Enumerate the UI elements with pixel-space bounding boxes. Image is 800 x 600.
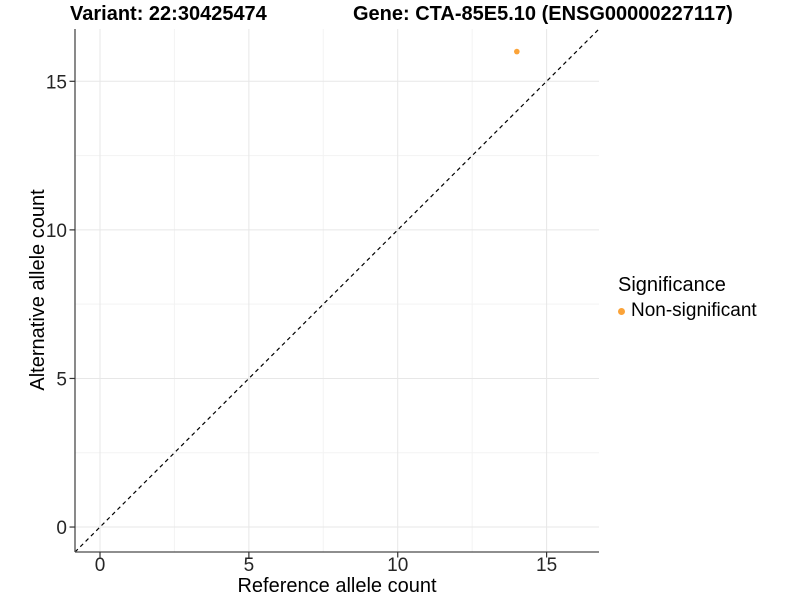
legend: Significance Non-significant [618, 274, 757, 322]
y-tick-label: 0 [56, 518, 67, 539]
y-tick-label: 5 [56, 369, 67, 390]
x-axis-title: Reference allele count [237, 575, 436, 597]
plot-title-gene: Gene: CTA-85E5.10 (ENSG00000227117) [353, 3, 733, 25]
plot-title-variant: Variant: 22:30425474 [70, 3, 267, 25]
legend-title: Significance [618, 274, 726, 296]
identity-reference-line [74, 28, 600, 553]
x-tick-label: 0 [95, 555, 106, 576]
grid-layer [75, 29, 599, 552]
identity-line-layer [74, 28, 600, 553]
x-tick-label: 15 [536, 555, 557, 576]
y-tick-label: 10 [46, 221, 67, 242]
y-axis-title: Alternative allele count [27, 189, 49, 391]
legend-item: Non-significant [618, 300, 757, 322]
data-point [514, 48, 520, 55]
axis-layer: 0 5 10 15 0 5 10 15 [46, 29, 599, 576]
data-point-layer [514, 48, 520, 55]
x-tick-label: 10 [387, 555, 408, 576]
y-tick-label: 15 [46, 72, 67, 93]
legend-item-label: Non-significant [631, 300, 757, 321]
x-tick-label: 5 [244, 555, 255, 576]
legend-key-dot [618, 307, 625, 315]
